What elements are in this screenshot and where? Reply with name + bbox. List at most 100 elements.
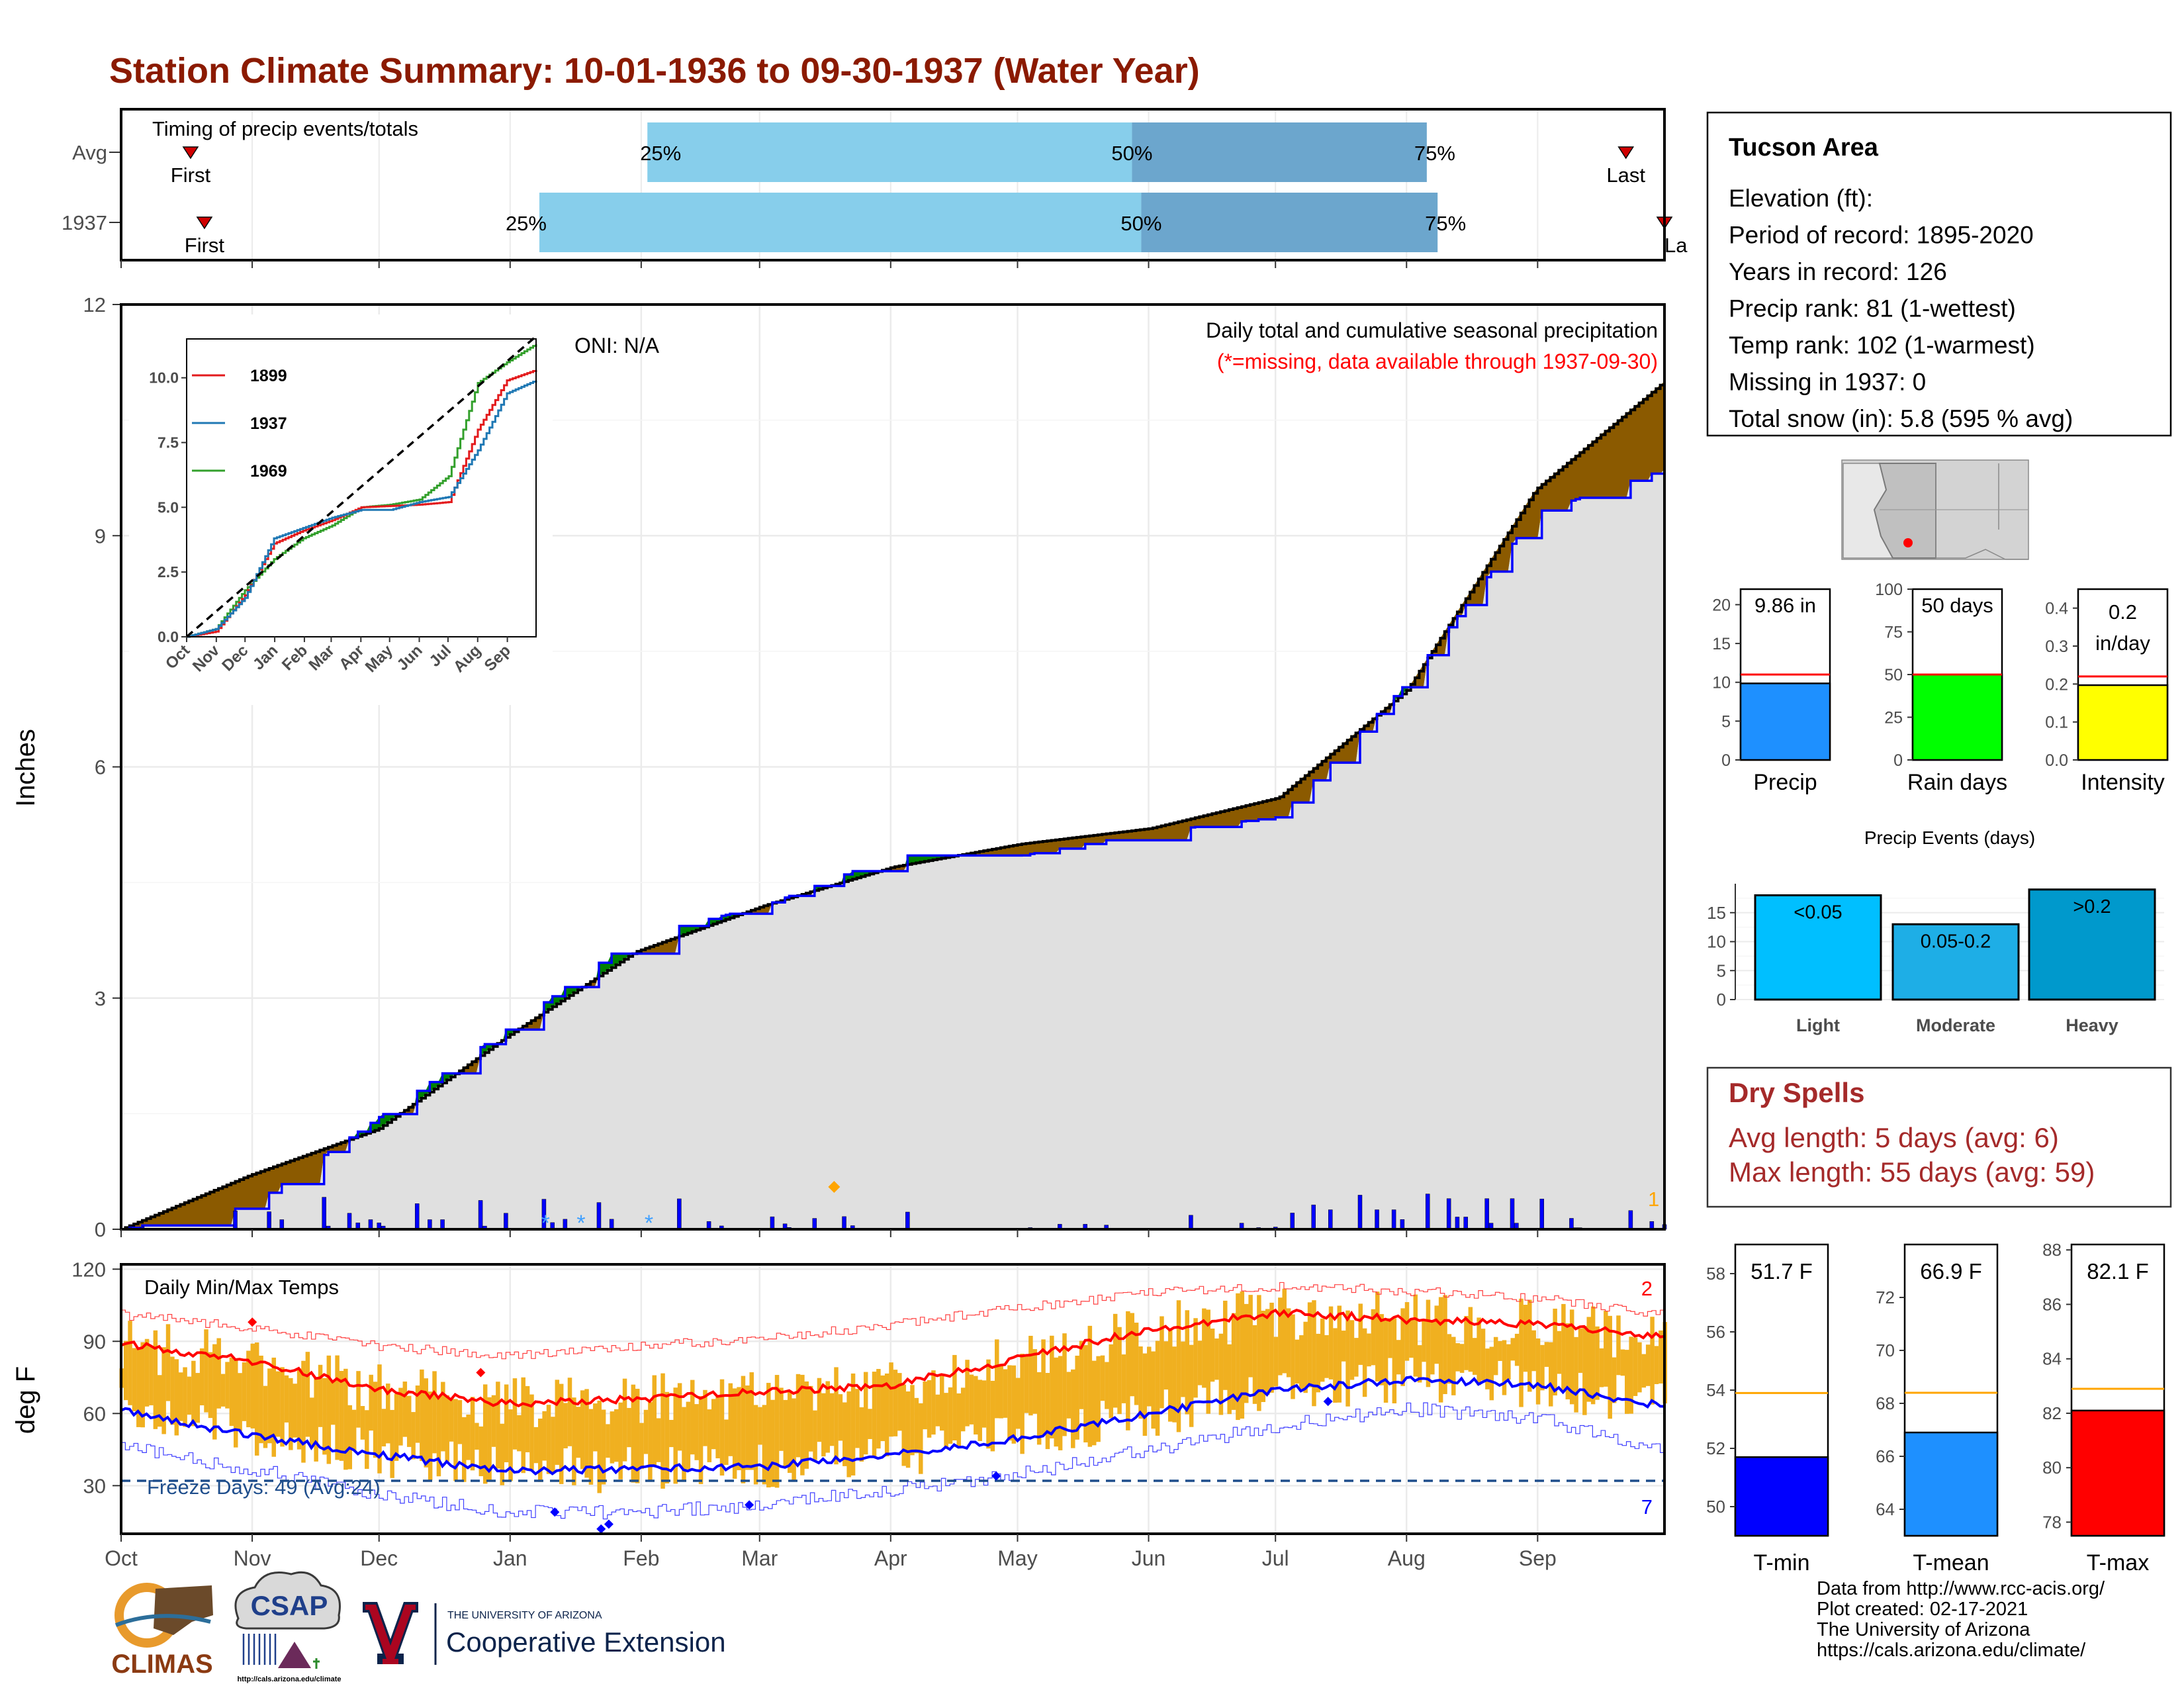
- event-category-label: Moderate: [1916, 1015, 1995, 1035]
- daily-temp-bar: [470, 1397, 475, 1471]
- daily-temp-bar: [1193, 1318, 1198, 1398]
- daily-temp-bar: [1130, 1313, 1134, 1397]
- daily-temp-bar: [1328, 1306, 1334, 1380]
- daily-temp-bar: [1261, 1311, 1266, 1403]
- daily-temp-bar: [813, 1410, 817, 1460]
- daily-temp-bar: [749, 1372, 754, 1470]
- daily-temp-bar: [1498, 1340, 1502, 1361]
- daily-temp-bar: [724, 1419, 729, 1465]
- snow-marker: *: [541, 1211, 550, 1236]
- daily-temp-bar: [669, 1420, 674, 1448]
- daily-temp-bar: [199, 1348, 205, 1405]
- mini-tick-label: 15: [1712, 635, 1731, 653]
- daily-temp-bar: [1535, 1338, 1541, 1405]
- daily-temp-bar: [838, 1394, 843, 1441]
- daily-temp-bar: [1138, 1346, 1143, 1419]
- daily-temp-bar: [606, 1424, 610, 1458]
- daily-temp-bar: [1604, 1311, 1608, 1387]
- daily-temp-bar: [263, 1385, 268, 1448]
- inset-y-tick-label: 2.5: [158, 563, 179, 581]
- month-tick-label: Apr: [874, 1546, 907, 1570]
- daily-temp-bar: [1007, 1365, 1012, 1441]
- daily-precip-bar: [1484, 1198, 1489, 1230]
- y-tick-label: 90: [83, 1330, 106, 1353]
- ua-big-text: Cooperative Extension: [446, 1626, 726, 1658]
- daily-temp-bar: [648, 1402, 653, 1481]
- daily-temp-bar: [128, 1321, 132, 1405]
- event-tick-label: 0: [1717, 990, 1726, 1009]
- temp-tick-label: 86: [2042, 1294, 2062, 1314]
- daily-temp-bar: [149, 1346, 154, 1405]
- daily-temp-bar: [1291, 1314, 1295, 1399]
- climas-logo: CLIMAS: [111, 1583, 213, 1679]
- daily-temp-bar: [136, 1349, 141, 1427]
- p25-label: 25%: [640, 142, 681, 165]
- station-location-marker: [1903, 538, 1913, 547]
- event-bar: [1891, 923, 2020, 1001]
- daily-temp-bar: [703, 1389, 707, 1446]
- daily-temp-bar: [1134, 1323, 1139, 1405]
- daily-temp-bar: [863, 1372, 868, 1455]
- temp-tick-label: 64: [1876, 1499, 1895, 1519]
- daily-temp-bar: [948, 1387, 953, 1444]
- y-tick-label: 60: [83, 1402, 106, 1425]
- daily-temp-bar: [1231, 1313, 1236, 1410]
- daily-temp-bar: [1206, 1309, 1210, 1414]
- daily-temp-bar: [326, 1355, 332, 1464]
- climas-shape: [154, 1585, 213, 1635]
- daily-temp-bar: [753, 1405, 758, 1485]
- daily-temp-bar: [204, 1329, 208, 1413]
- daily-temp-bar: [1045, 1372, 1050, 1450]
- mini-tick-label: 75: [1884, 624, 1903, 642]
- daily-temp-bar: [677, 1383, 682, 1451]
- precip-events-title: Precip Events (days): [1864, 827, 2035, 848]
- daily-temp-bar: [250, 1343, 255, 1429]
- daily-temp-bar: [284, 1375, 289, 1423]
- daily-temp-bar: [1493, 1336, 1498, 1376]
- daily-temp-bar: [1269, 1302, 1274, 1393]
- daily-temp-bar: [174, 1359, 179, 1436]
- record-low-count: 7: [1641, 1495, 1653, 1519]
- precip-frame: [120, 303, 1666, 1231]
- daily-temp-bar: [1659, 1330, 1663, 1384]
- daily-temp-bar: [161, 1347, 166, 1434]
- daily-temp-bar: [732, 1388, 737, 1479]
- precip-count-label: 1: [1648, 1188, 1659, 1211]
- daily-temp-bar: [1464, 1316, 1469, 1370]
- daily-temp-bar: [1223, 1300, 1228, 1390]
- inset-average-line: [185, 335, 537, 638]
- daily-temp-bar: [1468, 1307, 1473, 1372]
- inset-y-tick-label: 5.0: [158, 498, 179, 516]
- daily-temp-bar: [914, 1397, 919, 1454]
- daily-temp-bar: [1599, 1348, 1604, 1387]
- daily-temp-bar: [1176, 1300, 1181, 1432]
- daily-temp-bar: [1109, 1344, 1114, 1419]
- daily-temp-bar: [1210, 1329, 1215, 1382]
- y-tick-label: 12: [83, 293, 106, 316]
- daily-precip-bar: [414, 1203, 420, 1230]
- inset-bg: [129, 314, 553, 705]
- daily-temp-bar: [1337, 1305, 1342, 1403]
- daily-temp-bar: [1202, 1308, 1206, 1388]
- daily-precip-bar: [347, 1213, 352, 1230]
- mini-tick-label: 10: [1712, 674, 1731, 692]
- daily-temp-bar: [1155, 1340, 1160, 1436]
- daily-temp-bar: [229, 1357, 234, 1427]
- timing-panel: 25% 50% 75% First Last Avg 25% 50% 75% First La 193…: [62, 108, 1688, 268]
- month-tick-label: Oct: [105, 1546, 138, 1570]
- daily-temp-bar: [1426, 1299, 1431, 1387]
- daily-temp-bar: [1333, 1328, 1338, 1403]
- daily-temp-bar: [995, 1339, 999, 1419]
- csap-logo: CSAP http://cals.arizona.edu/climate: [234, 1571, 341, 1683]
- temp-panel-label: Daily Min/Max Temps: [144, 1276, 339, 1299]
- daily-temp-bar: [487, 1397, 492, 1481]
- daily-temp-bar: [846, 1391, 851, 1477]
- daily-temp-bar: [850, 1373, 856, 1476]
- daily-temp-bar: [1324, 1335, 1329, 1378]
- daily-temp-bar: [796, 1374, 801, 1458]
- daily-temp-bar: [512, 1378, 518, 1450]
- event-category-label: Light: [1796, 1015, 1840, 1035]
- daily-temp-bar: [351, 1409, 357, 1451]
- mini-tick-label: 0: [1893, 751, 1903, 770]
- daily-temp-bar: [770, 1399, 775, 1487]
